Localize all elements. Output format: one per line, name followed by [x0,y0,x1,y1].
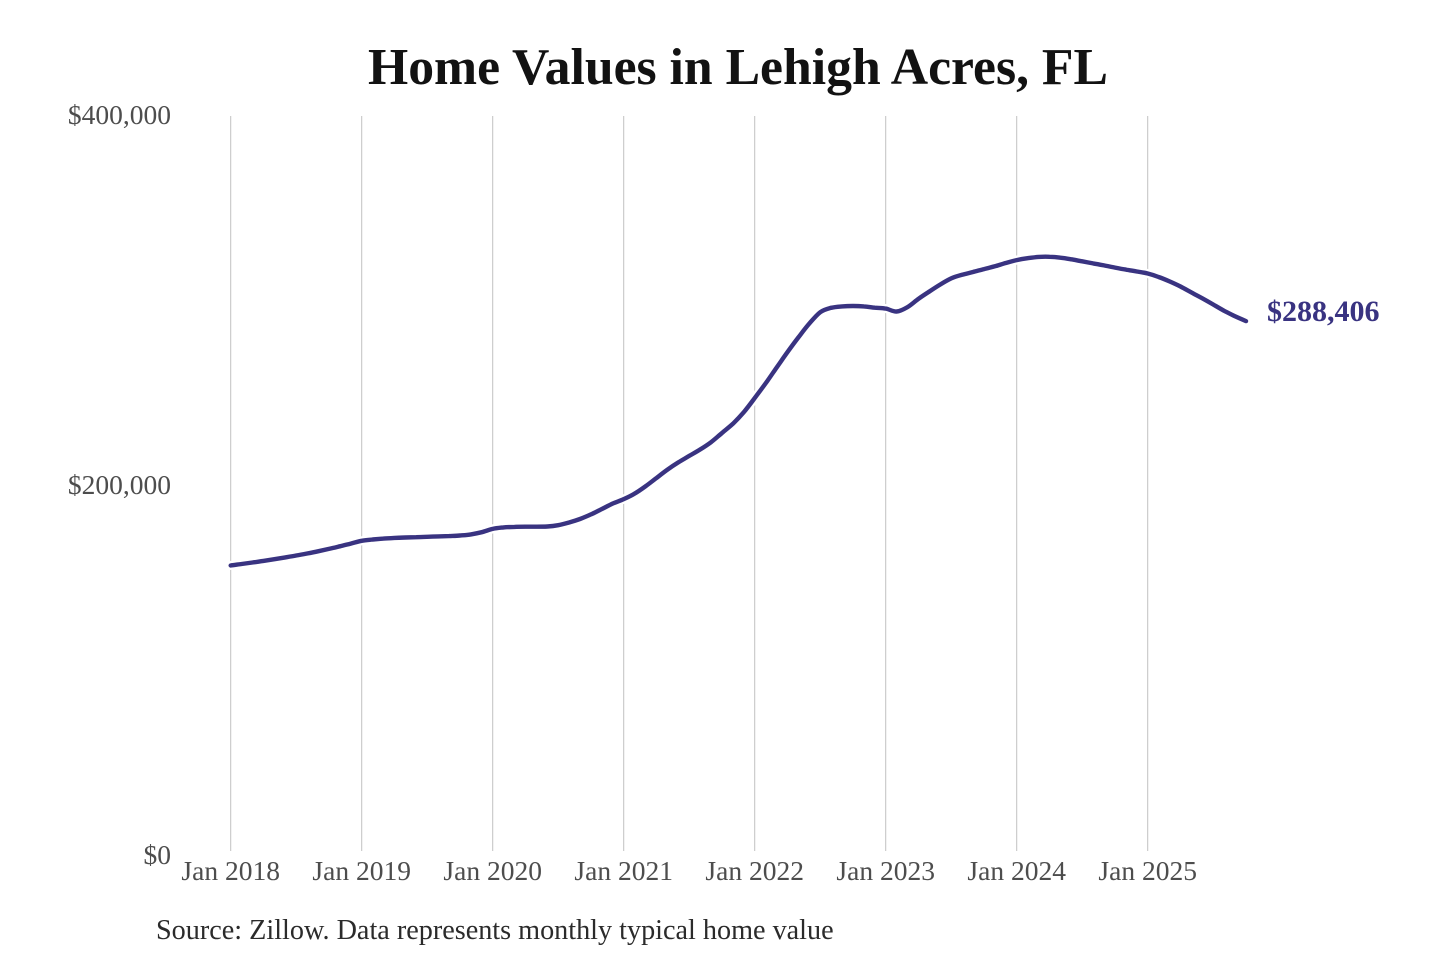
svg-text:Jan 2023: Jan 2023 [836,855,935,886]
svg-text:Home Values in Lehigh Acres, F: Home Values in Lehigh Acres, FL [368,39,1108,96]
svg-text:Jan 2022: Jan 2022 [705,855,804,886]
svg-text:$200,000: $200,000 [68,469,171,500]
svg-text:Jan 2025: Jan 2025 [1098,855,1197,886]
svg-text:Source: Zillow. Data represent: Source: Zillow. Data represents monthly … [156,915,834,946]
svg-text:$0: $0 [144,839,172,870]
svg-text:Jan 2020: Jan 2020 [443,855,542,886]
svg-text:$400,000: $400,000 [68,99,171,130]
svg-text:Jan 2024: Jan 2024 [967,855,1066,886]
svg-text:Jan 2021: Jan 2021 [574,855,673,886]
svg-text:$288,406: $288,406 [1267,295,1380,328]
svg-text:Jan 2018: Jan 2018 [181,855,280,886]
svg-text:Jan 2019: Jan 2019 [312,855,411,886]
